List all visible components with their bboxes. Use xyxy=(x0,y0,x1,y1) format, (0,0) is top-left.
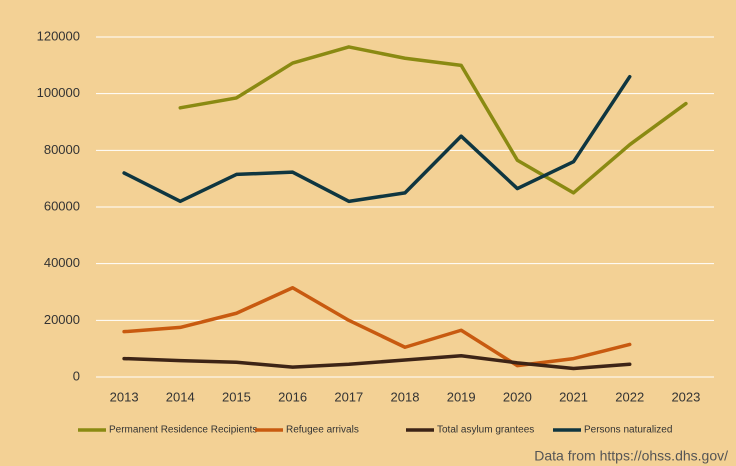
y-tick-label: 100000 xyxy=(37,85,80,100)
source-note: Data from https://ohss.dhs.gov/ xyxy=(534,448,728,464)
y-tick-label: 120000 xyxy=(37,28,80,43)
legend-label: Refugee arrivals xyxy=(286,425,359,436)
x-tick-label: 2022 xyxy=(615,389,644,404)
x-tick-label: 2015 xyxy=(222,389,251,404)
series-line xyxy=(178,45,688,195)
legend-label: Persons naturalized xyxy=(584,425,672,436)
x-tick-label: 2019 xyxy=(447,389,476,404)
x-tick-label: 2016 xyxy=(278,389,307,404)
x-tick-label: 2018 xyxy=(391,389,420,404)
legend-label: Total asylum grantees xyxy=(437,425,534,436)
y-tick-label: 0 xyxy=(73,368,80,383)
series-line xyxy=(122,74,632,204)
x-tick-label: 2013 xyxy=(110,389,139,404)
x-tick-label: 2014 xyxy=(166,389,195,404)
y-tick-label: 60000 xyxy=(44,198,80,213)
x-tick-label: 2021 xyxy=(559,389,588,404)
x-tick-label: 2017 xyxy=(334,389,363,404)
x-tick-label: 2023 xyxy=(671,389,700,404)
y-tick-label: 20000 xyxy=(44,312,80,327)
y-tick-label: 40000 xyxy=(44,255,80,270)
legend-label: Permanent Residence Recipients xyxy=(109,425,257,436)
y-tick-label: 80000 xyxy=(44,142,80,157)
x-tick-label: 2020 xyxy=(503,389,532,404)
series-line xyxy=(122,286,632,368)
series-line xyxy=(122,354,632,371)
